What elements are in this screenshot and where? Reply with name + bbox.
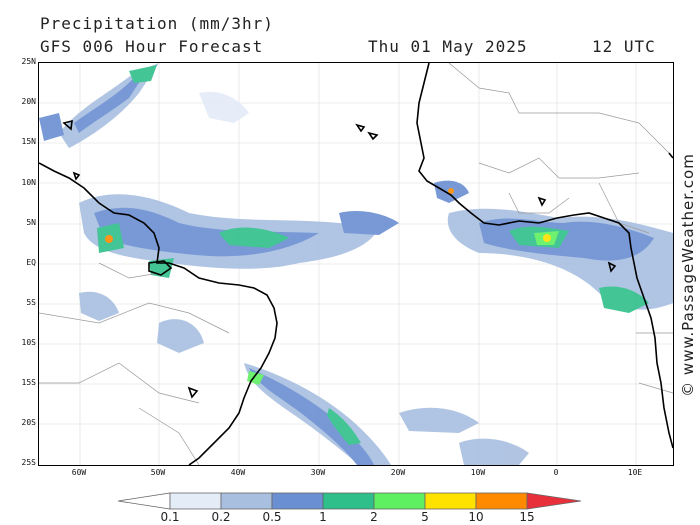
legend-swatch (373, 492, 426, 510)
lat-label: 15N (21, 137, 36, 146)
forecast-subtitle: GFS 006 Hour Forecast (40, 37, 264, 56)
lon-label: 20W (390, 468, 406, 477)
lat-label: 15S (21, 378, 36, 387)
forecast-time: 12 UTC (592, 37, 656, 56)
lon-label: 10W (470, 468, 486, 477)
legend-swatch (424, 492, 477, 510)
legend-swatch (117, 492, 171, 510)
legend-label: 0.2 (211, 510, 231, 524)
lat-label: 25S (21, 458, 36, 467)
legend-colorbar (117, 492, 583, 510)
map-canvas (39, 63, 673, 465)
precipitation-map (38, 62, 674, 466)
forecast-date: Thu 01 May 2025 (368, 37, 528, 56)
legend-swatch (475, 492, 528, 510)
lon-label: 50W (150, 468, 166, 477)
legend-swatch (169, 492, 222, 510)
legend-label: 1 (319, 510, 327, 524)
legend-label: 0.5 (262, 510, 282, 524)
lat-label: 10N (21, 178, 36, 187)
lon-label: 0 (553, 468, 559, 477)
lon-label: 60W (71, 468, 87, 477)
legend-swatch (220, 492, 273, 510)
legend-label: 5 (421, 510, 429, 524)
legend-label: 10 (468, 510, 484, 524)
lon-label: 40W (230, 468, 246, 477)
lon-label: 30W (310, 468, 326, 477)
lat-label: 20N (21, 97, 36, 106)
legend-swatch (526, 492, 582, 510)
legend-swatch (322, 492, 375, 510)
copyright-label: © www.PassageWeather.com (679, 153, 697, 397)
legend-swatch (271, 492, 324, 510)
lon-label: 10E (627, 468, 643, 477)
legend-svg (117, 492, 582, 510)
lat-label: EQ (26, 258, 36, 267)
lat-label: 5S (26, 298, 36, 307)
lat-label: 25N (21, 57, 36, 66)
legend-label: 0.1 (160, 510, 180, 524)
lat-label: 5N (26, 218, 36, 227)
lat-label: 10S (21, 338, 36, 347)
legend-label: 2 (370, 510, 378, 524)
copyright-text: © www.PassageWeather.com (677, 150, 699, 400)
lat-label: 20S (21, 418, 36, 427)
legend-label: 15 (519, 510, 535, 524)
map-title: Precipitation (mm/3hr) (40, 14, 274, 33)
